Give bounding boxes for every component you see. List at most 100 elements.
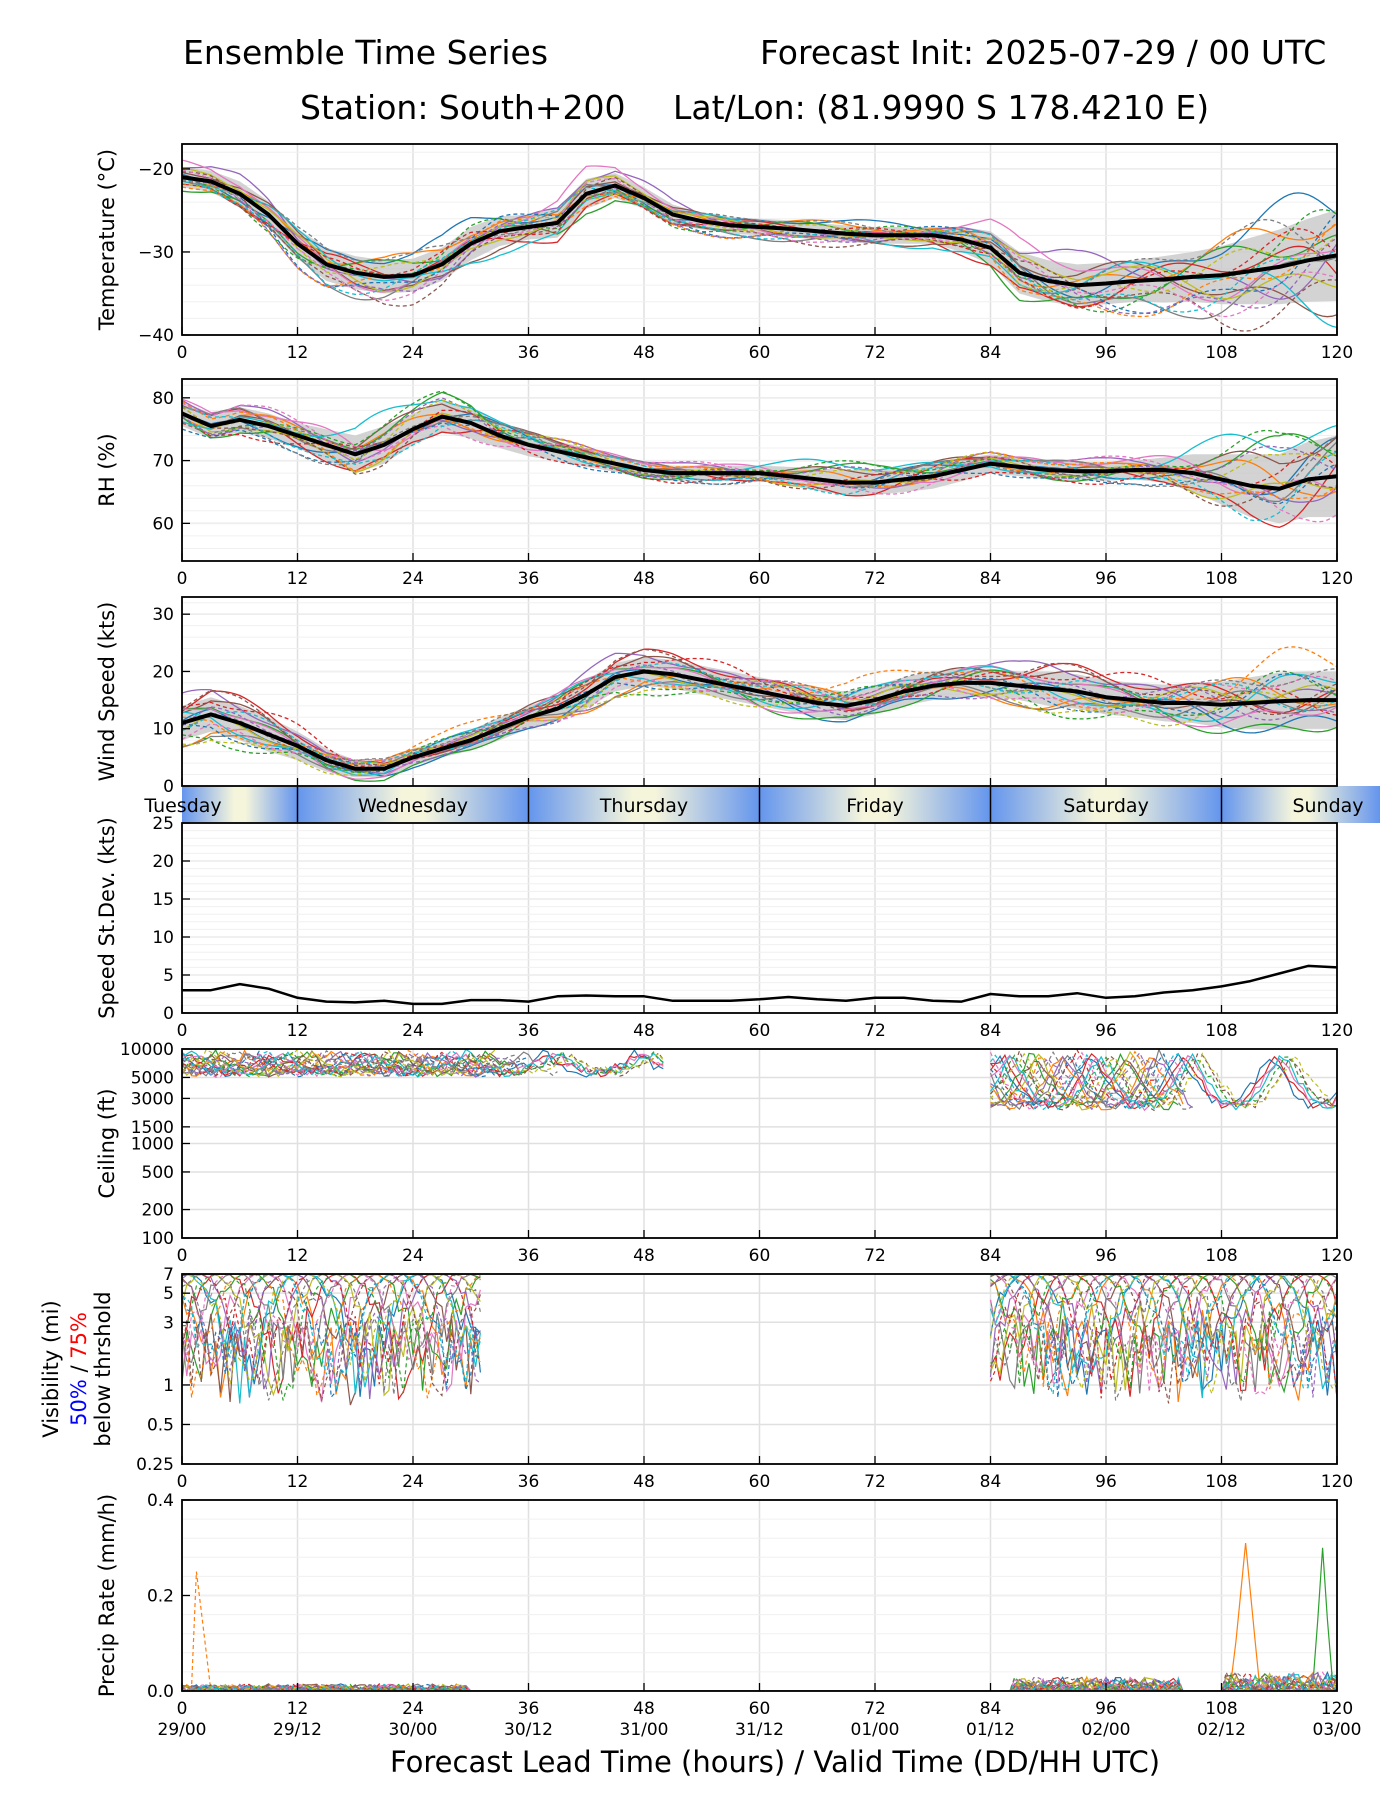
x-tick-label: 36 [518, 1021, 540, 1041]
speed_stdev-grid [181, 822, 1338, 1014]
temperature-member-line [182, 176, 1337, 313]
x-tick-label: 108 [1205, 1699, 1237, 1719]
ceiling-member-line [989, 1052, 1337, 1111]
y-tick-label: 0.5 [147, 1415, 174, 1435]
x-tick-label: 96 [1095, 1699, 1117, 1719]
precip-grid [181, 1499, 1338, 1692]
x-tick-label: 0 [177, 1472, 188, 1492]
visibility-member-line [990, 1274, 1337, 1389]
y-tick-label: 0.25 [136, 1455, 174, 1475]
y-tick-label: 5 [163, 1284, 174, 1304]
wind_speed-member-line [182, 648, 1337, 767]
ceiling-member-line [990, 1052, 1337, 1110]
temperature-ylabel: Temperature (°C) [95, 149, 119, 331]
temperature-plot [182, 159, 1337, 332]
day-segment [759, 786, 991, 823]
x-tick-label: 12 [287, 1699, 309, 1719]
y-tick-label: 10 [152, 928, 174, 948]
ceiling-ylabel: Ceiling (ft) [95, 1088, 119, 1198]
ceiling-member-line [990, 1049, 1155, 1111]
valid-time-label: 03/00 [1313, 1720, 1362, 1740]
x-tick-label: 120 [1321, 1472, 1353, 1492]
x-tick-label: 12 [287, 343, 309, 363]
x-tick-label: 96 [1095, 343, 1117, 363]
x-tick-label: 120 [1321, 343, 1353, 363]
y-tick-label: 5000 [131, 1068, 174, 1088]
x-tick-label: 12 [287, 1246, 309, 1266]
x-tick-label: 48 [633, 343, 655, 363]
speed_stdev-mean-line [182, 964, 1337, 1006]
panel-precip: 0.0 0.2 0.4 0 12 24 36 48 60 72 84 96 108 120 Precip R… [95, 1491, 1353, 1719]
figure-title: Ensemble Time Series [183, 33, 549, 72]
rh-member-line [182, 397, 1337, 479]
x-tick-label: 24 [402, 1699, 424, 1719]
ceiling-member-line [990, 1059, 1165, 1108]
x-tick-label: 120 [1321, 1699, 1353, 1719]
y-tick-label: 5 [163, 966, 174, 986]
ceiling-plot [182, 1049, 1337, 1112]
valid-time-label: 29/12 [273, 1720, 322, 1740]
x-tick-label: 84 [980, 569, 1002, 589]
forecast-init: Forecast Init: 2025-07-29 / 00 UTC [760, 33, 1327, 72]
x-tick-label: 72 [864, 1021, 886, 1041]
ceiling-member-line [990, 1053, 1184, 1111]
panel-wind_speed: 0 10 20 30 Wind Speed (kts) [95, 596, 1338, 797]
y-tick-label: 3000 [131, 1089, 174, 1109]
panel-visibility: 0.25 0.5 1 3 57 0 12 24 36 48 60 72 84 96 108 120 [136, 1265, 1353, 1492]
x-tick-label: 36 [518, 343, 540, 363]
visibility-member-line [182, 1274, 481, 1385]
y-tick-label: 0.2 [147, 1587, 174, 1607]
visibility-member-line [182, 1274, 481, 1385]
temperature-member-line [182, 179, 1337, 295]
ceiling-member-line [182, 1049, 664, 1078]
y-tick-label: 70 [152, 452, 174, 472]
x-tick-label: 0 [177, 1246, 188, 1266]
rh-member-line [182, 390, 1337, 478]
rh-ylabel: RH (%) [95, 433, 119, 506]
day-label: Tuesday [143, 795, 221, 817]
y-tick-label: 10 [152, 720, 174, 740]
temperature-member-line [182, 186, 1337, 318]
visibility-ylabel: Visibility (mi) 50% / 75% below thrshold [39, 1291, 115, 1446]
speed_stdev-ylabel: Speed St.Dev. (kts) [95, 817, 119, 1019]
ceiling-member-line [182, 1050, 510, 1078]
ceiling-member-line [182, 1049, 491, 1077]
x-tick-label: 60 [749, 1699, 771, 1719]
visibility-member-line [990, 1274, 1337, 1404]
temperature-member-line [182, 169, 1337, 318]
visibility-member-line [990, 1274, 1337, 1402]
visibility-member-line [990, 1274, 1337, 1398]
rh-member-line [182, 402, 1337, 523]
x-tick-label: 0 [177, 1699, 188, 1719]
x-tick-label: 24 [402, 569, 424, 589]
speed_stdev-plot [182, 964, 1337, 1006]
day-of-week-bar: Tuesday Wednesday Thursday Friday Saturday Su… [143, 786, 1380, 823]
day-segment [990, 786, 1222, 823]
x-tick-label: 84 [980, 1472, 1002, 1492]
x-tick-label: 96 [1095, 1246, 1117, 1266]
ceiling-member-line [182, 1051, 500, 1077]
visibility-member-line [182, 1274, 481, 1397]
y-tick-label: 60 [152, 514, 174, 534]
x-tick-label: 72 [864, 1472, 886, 1492]
x-tick-label: 60 [749, 1472, 771, 1492]
wind_speed-member-line [182, 646, 1337, 767]
day-label: Thursday [599, 795, 688, 817]
y-tick-label: 20 [152, 662, 174, 682]
x-tick-label: 60 [749, 343, 771, 363]
station-latlon: Lat/Lon: (81.9990 S 178.4210 E) [673, 88, 1210, 127]
wind_speed-member-line [182, 657, 1337, 769]
visibility-member-line [182, 1274, 481, 1391]
x-tick-label: 12 [287, 1472, 309, 1492]
y-tick-label: 80 [152, 389, 174, 409]
x-tick-label: 24 [402, 1246, 424, 1266]
ceiling-member-line [990, 1050, 1193, 1111]
rh-member-line [182, 410, 1337, 500]
x-tick-label: 36 [518, 1472, 540, 1492]
x-tick-label: 0 [177, 1021, 188, 1041]
temperature-member-line [182, 180, 1337, 315]
visibility-member-line [182, 1274, 481, 1391]
visibility-member-line [182, 1274, 481, 1406]
visibility-member-line [182, 1274, 481, 1399]
